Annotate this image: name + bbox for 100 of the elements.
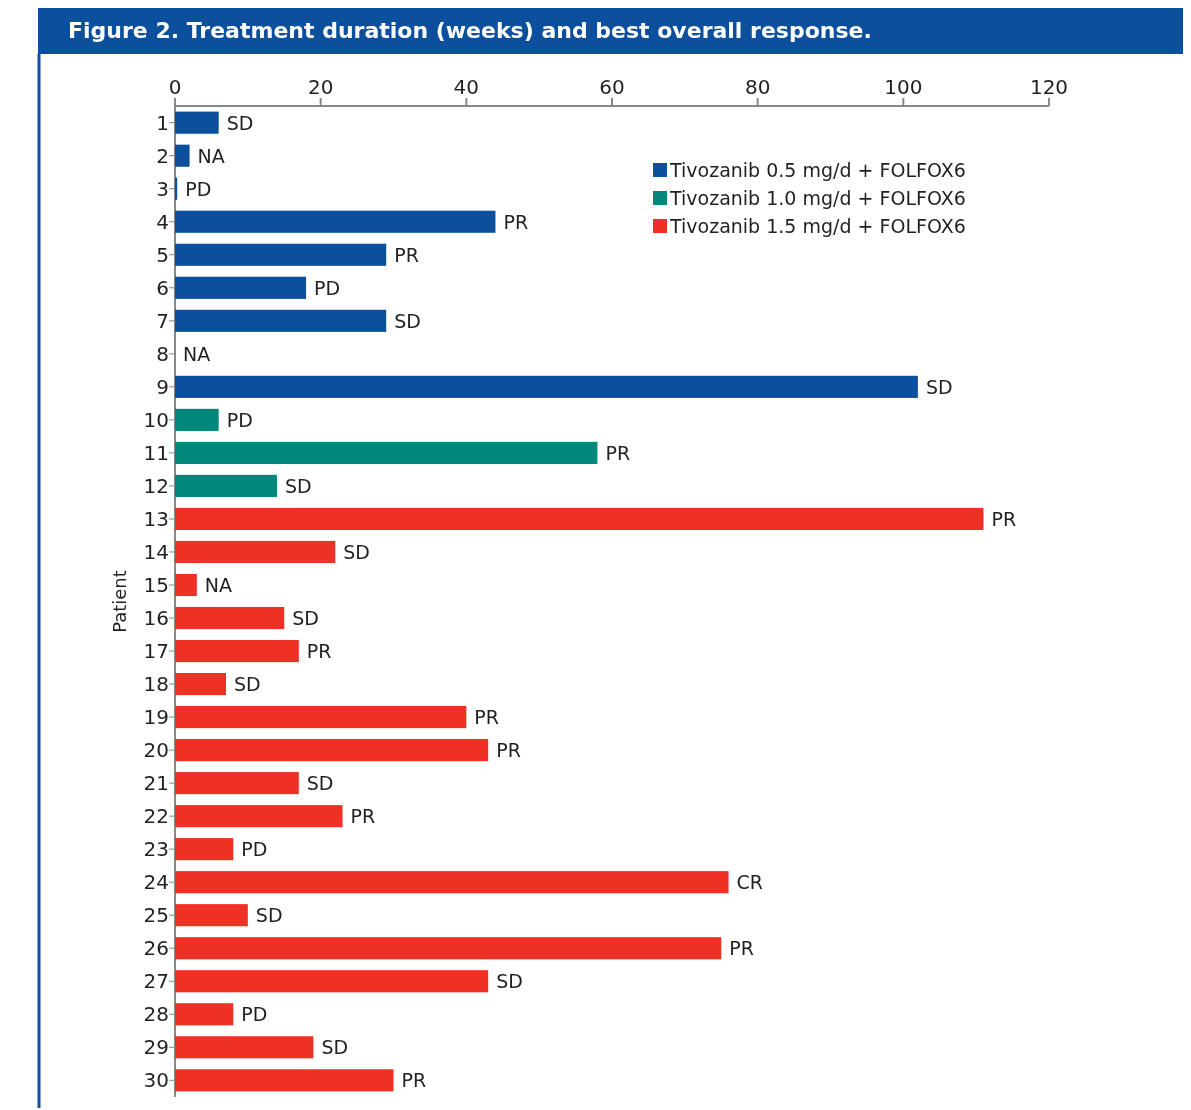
data-label: NA: [204, 573, 233, 596]
bar: [175, 408, 219, 431]
bar: [175, 1036, 314, 1059]
x-tick-label: 60: [599, 75, 625, 99]
y-tick-label: 4: [156, 209, 169, 234]
bar: [175, 177, 178, 200]
y-tick-label: 5: [156, 242, 169, 267]
y-tick-label: 26: [143, 936, 169, 961]
y-tick-label: 21: [143, 771, 169, 796]
chart-title: Figure 2. Treatment duration (weeks) and best overall response.: [68, 18, 872, 43]
legend-label: Tivozanib 0.5 mg/d + FOLFOX6: [669, 159, 966, 181]
y-tick-label: 7: [156, 308, 169, 333]
y-tick-label: 15: [143, 572, 169, 597]
y-tick-label: 28: [143, 1002, 169, 1027]
x-tick-label: 0: [168, 75, 182, 99]
bar: [175, 970, 489, 993]
bar: [175, 309, 387, 332]
data-label: PR: [401, 1069, 427, 1092]
y-tick-label: 18: [143, 672, 169, 697]
y-tick-label: 29: [143, 1035, 169, 1060]
bar: [175, 672, 226, 696]
bar: [175, 474, 277, 497]
data-label: NA: [197, 144, 225, 167]
bar: [175, 276, 307, 299]
bar: [175, 1069, 394, 1092]
bar: [175, 739, 489, 762]
data-label: PD: [241, 1003, 268, 1026]
y-tick-label: 6: [156, 275, 169, 300]
data-label: NA: [183, 342, 211, 365]
y-tick-label: 8: [156, 341, 169, 366]
y-tick-label: 20: [143, 738, 169, 763]
bar: [175, 210, 496, 233]
data-label: SD: [925, 375, 953, 398]
bar: [175, 144, 190, 167]
y-tick-label: 30: [143, 1068, 169, 1093]
data-label: SD: [321, 1036, 349, 1059]
bar: [175, 772, 299, 795]
bar: [175, 838, 234, 861]
data-label: PD: [185, 177, 212, 200]
data-label: PD: [226, 408, 253, 431]
data-label: PR: [350, 805, 376, 828]
bar: [175, 540, 336, 564]
y-tick-label: 10: [143, 407, 169, 432]
y-tick-label: 13: [143, 506, 169, 531]
data-label: CR: [736, 871, 763, 894]
data-label: PR: [496, 739, 521, 762]
x-tick-label: 80: [744, 75, 771, 99]
bar: [175, 375, 918, 398]
bar: [175, 706, 467, 729]
bar: [175, 871, 729, 894]
y-tick-label: 24: [143, 870, 169, 895]
data-label: SD: [255, 904, 283, 927]
x-tick-label: 20: [307, 75, 334, 99]
data-label: PR: [474, 706, 500, 729]
data-label: PR: [394, 243, 419, 266]
bar: [175, 1003, 234, 1026]
y-tick-label: 27: [143, 969, 169, 994]
y-tick-label: 23: [143, 837, 169, 862]
y-tick-label: 19: [143, 705, 169, 730]
data-label: SD: [496, 970, 523, 993]
data-label: PR: [729, 937, 754, 960]
x-tick-label: 120: [1029, 75, 1069, 99]
data-label: SD: [284, 474, 312, 497]
data-label: SD: [226, 111, 254, 134]
data-label: PD: [241, 838, 268, 861]
x-tick-label: 100: [884, 75, 923, 99]
data-label: SD: [292, 607, 319, 630]
y-tick-label: 14: [143, 539, 169, 564]
y-tick-label: 11: [143, 440, 169, 465]
y-tick-label: 12: [143, 473, 169, 498]
data-label: PR: [503, 210, 529, 233]
data-label: PR: [306, 640, 332, 663]
bar: [175, 606, 285, 630]
data-label: PR: [991, 507, 1017, 530]
y-tick-label: 2: [156, 143, 169, 168]
data-label: SD: [343, 540, 370, 563]
y-tick-label: 9: [156, 374, 169, 399]
bar: [175, 805, 343, 828]
bar: [175, 441, 598, 464]
y-tick-label: 3: [156, 176, 169, 201]
y-tick-label: 1: [156, 110, 169, 135]
y-tick-label: 16: [143, 606, 169, 631]
y-tick-label: 17: [143, 639, 169, 664]
data-label: PD: [314, 276, 341, 299]
data-label: SD: [394, 309, 421, 332]
bar: [175, 937, 722, 960]
bar: [175, 573, 197, 597]
y-axis-title: Patient: [109, 570, 130, 633]
bar: [175, 507, 984, 531]
y-tick-label: 22: [143, 804, 169, 829]
legend-label: Tivozanib 1.0 mg/d + FOLFOX6: [669, 187, 966, 209]
y-tick-label: 25: [143, 903, 169, 928]
legend-label: Tivozanib 1.5 mg/d + FOLFOX6: [669, 215, 966, 237]
data-label: SD: [233, 673, 261, 696]
data-label: PR: [605, 441, 631, 464]
bar: [175, 243, 387, 266]
data-label: SD: [306, 772, 334, 795]
bar: [175, 111, 219, 134]
bar: [175, 904, 248, 927]
bar: [175, 639, 299, 663]
